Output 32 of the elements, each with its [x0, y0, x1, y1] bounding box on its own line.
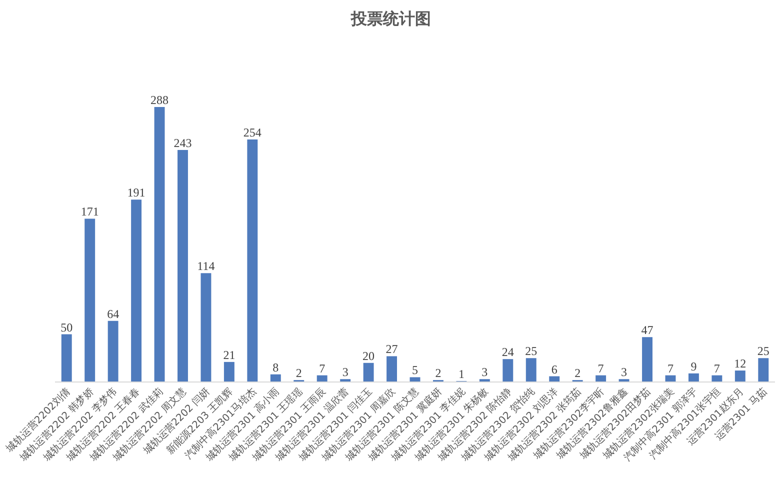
- data-label: 7: [598, 361, 604, 376]
- data-label: 2: [296, 366, 302, 380]
- data-label: 5: [412, 363, 418, 378]
- data-label: 47: [641, 323, 654, 338]
- data-label: 64: [107, 306, 120, 321]
- data-label: 3: [342, 365, 348, 380]
- data-label: 24: [502, 345, 514, 360]
- data-label: 3: [621, 365, 628, 380]
- data-label: 12: [734, 356, 746, 371]
- data-label: 288: [150, 93, 169, 107]
- chart-title: 投票统计图: [350, 9, 431, 28]
- data-label: 243: [174, 136, 192, 150]
- data-label: 1: [458, 367, 464, 382]
- data-label: 20: [362, 348, 375, 363]
- data-label: 114: [197, 259, 215, 274]
- data-label: 2: [574, 366, 581, 380]
- data-label: 7: [714, 361, 720, 376]
- data-label: 3: [482, 365, 488, 380]
- data-label: 8: [272, 360, 279, 374]
- data-label: 6: [551, 362, 558, 376]
- data-label: 7: [667, 361, 674, 376]
- data-label: 254: [243, 125, 262, 140]
- data-label: 25: [757, 344, 770, 358]
- data-label: 2: [435, 366, 442, 380]
- data-label: 27: [386, 342, 398, 356]
- data-label: 25: [525, 344, 538, 358]
- data-label: 21: [223, 348, 236, 362]
- data-label: 9: [690, 359, 697, 374]
- data-label: 171: [80, 204, 99, 219]
- data-label: 50: [60, 320, 73, 334]
- data-label: 7: [319, 361, 326, 376]
- data-label: 191: [127, 186, 146, 200]
